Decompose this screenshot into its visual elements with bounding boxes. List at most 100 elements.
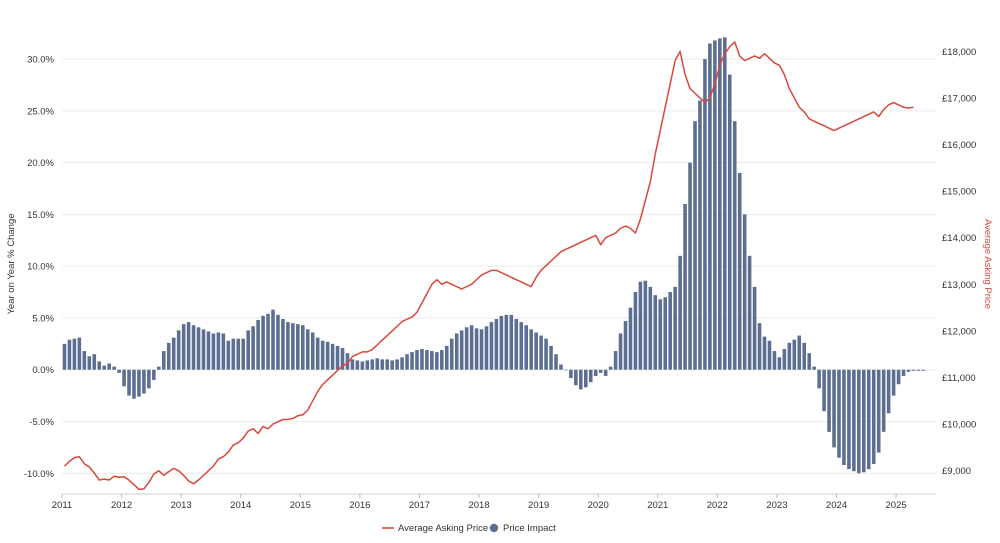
bar — [797, 335, 802, 370]
x-tick-label: 2020 — [588, 500, 609, 511]
bar — [782, 349, 787, 370]
bar — [583, 369, 588, 388]
x-tick-label: 2019 — [528, 500, 549, 511]
bar-series-price-impact — [62, 37, 926, 474]
left-tick-label: -10.0% — [24, 469, 55, 480]
bar — [256, 320, 260, 370]
bar — [281, 318, 285, 370]
legend-item-average-asking-price[interactable]: Average Asking Price — [382, 523, 488, 534]
bar — [668, 292, 672, 370]
bar — [732, 121, 737, 370]
bar — [87, 356, 92, 370]
bar — [708, 43, 712, 370]
bar — [241, 338, 246, 370]
x-tick-label: 2012 — [111, 500, 132, 511]
bar — [77, 337, 82, 370]
bar — [847, 369, 851, 470]
bar — [534, 332, 538, 370]
bar — [698, 100, 702, 370]
bar — [340, 347, 345, 370]
bar — [742, 214, 747, 370]
bar — [122, 369, 126, 387]
bar — [598, 369, 603, 373]
right-tick-label: £14,000 — [942, 233, 976, 244]
bar — [375, 358, 380, 370]
bar — [479, 329, 484, 370]
bar — [559, 364, 563, 370]
bar — [881, 369, 886, 432]
bar — [360, 361, 365, 370]
bar — [896, 369, 901, 385]
left-tick-label: -5.0% — [29, 417, 54, 428]
right-tick-label: £11,000 — [942, 373, 976, 384]
bar — [196, 327, 201, 370]
bar — [524, 325, 528, 370]
bar — [147, 369, 151, 389]
left-tick-label: 25.0% — [27, 106, 54, 117]
bar — [608, 366, 613, 370]
bar — [142, 369, 146, 394]
right-tick-label: £10,000 — [942, 420, 976, 431]
x-tick-label: 2013 — [171, 500, 192, 511]
bar — [678, 255, 682, 370]
bar — [519, 322, 524, 370]
bar — [365, 360, 370, 370]
left-axis-title: Year on Year % Change — [6, 213, 17, 314]
bar — [499, 315, 504, 370]
bar — [871, 369, 876, 464]
bar — [658, 299, 663, 370]
bar — [613, 351, 618, 370]
bar — [762, 336, 767, 370]
bar — [862, 369, 866, 473]
bar — [767, 340, 772, 370]
bar — [484, 326, 489, 370]
bar — [62, 343, 67, 370]
bar — [310, 332, 315, 370]
bar — [618, 333, 623, 370]
bar — [842, 369, 846, 466]
bar — [474, 328, 479, 370]
bar — [355, 360, 360, 370]
right-axis-title: Average Asking Price — [982, 219, 993, 309]
bar — [315, 337, 320, 370]
bar — [857, 369, 861, 474]
bar — [623, 321, 628, 370]
legend-item-price-impact[interactable]: Price Impact — [489, 523, 556, 534]
bar — [171, 337, 176, 370]
bar — [405, 354, 409, 370]
bar — [489, 322, 494, 370]
bar — [777, 357, 782, 370]
bar — [216, 332, 221, 370]
left-axis-ticks: -10.0% -5.0% 0.0% 5.0% 10.0% 15.0% 20.0% 25.0% 3… — [24, 55, 55, 480]
bar — [554, 354, 558, 370]
bar — [410, 352, 414, 370]
bar — [449, 338, 454, 370]
bar — [529, 329, 533, 370]
legend-circle-swatch — [489, 523, 499, 533]
bar — [812, 366, 816, 370]
legend-label-price-impact: Price Impact — [503, 523, 556, 534]
bar — [345, 353, 350, 370]
x-tick-label: 2025 — [886, 500, 907, 511]
bar — [102, 365, 106, 370]
bar — [574, 369, 578, 386]
bar — [137, 369, 141, 397]
bar — [191, 325, 196, 370]
x-tick-label: 2017 — [409, 500, 430, 511]
bar — [152, 369, 156, 381]
bar — [390, 360, 394, 370]
x-tick-label: 2011 — [52, 500, 72, 511]
bar — [683, 204, 687, 370]
bar — [246, 330, 250, 370]
bar — [335, 345, 340, 370]
bar — [226, 340, 231, 370]
bar — [166, 342, 171, 370]
bar — [161, 351, 166, 370]
right-tick-label: £12,000 — [942, 326, 976, 337]
bar — [221, 333, 226, 370]
bar — [544, 338, 548, 370]
bar — [628, 307, 633, 370]
bar — [350, 359, 355, 370]
left-tick-label: 20.0% — [27, 158, 54, 169]
